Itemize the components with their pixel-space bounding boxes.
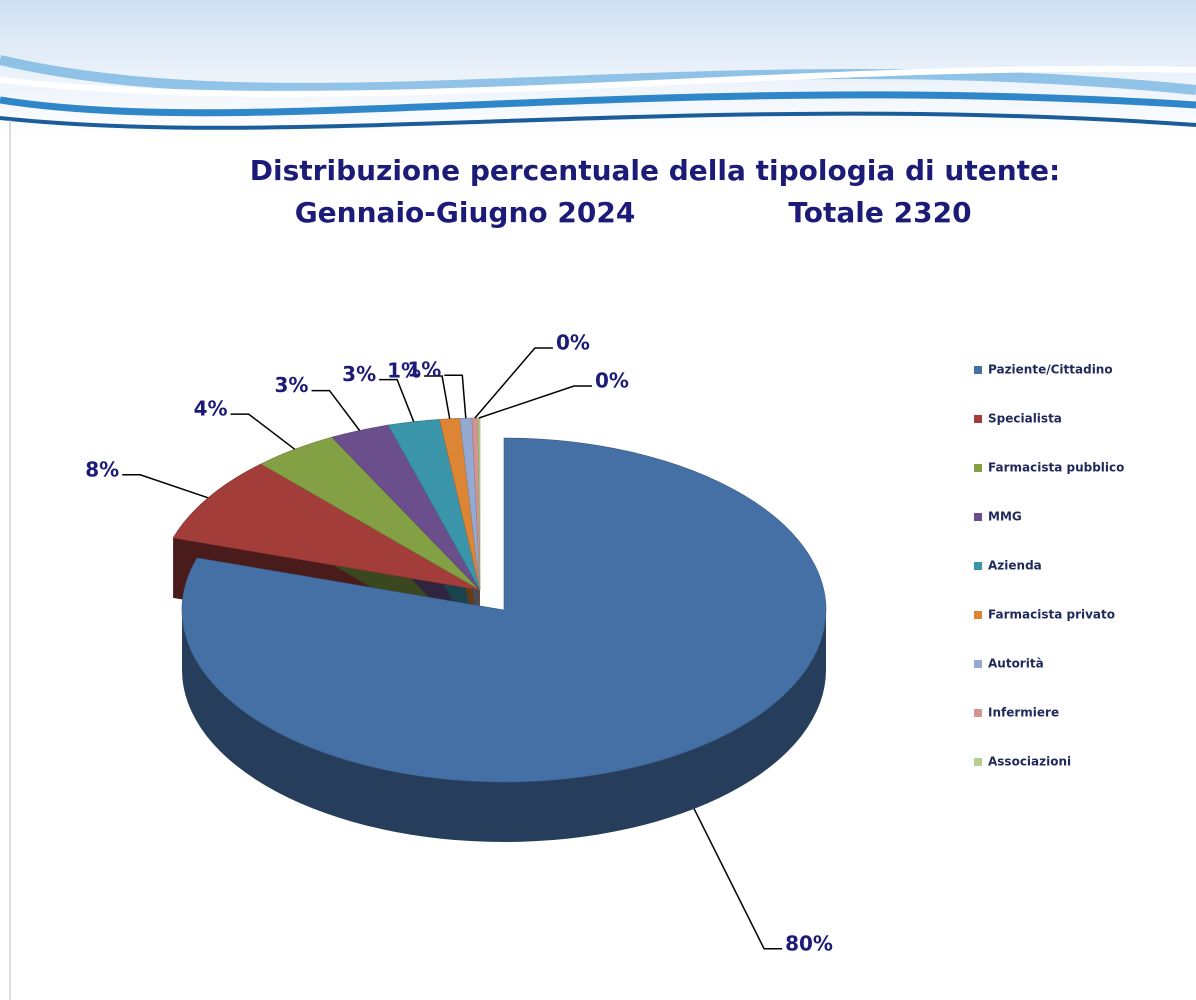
leader-line <box>230 413 296 450</box>
legend-swatch <box>974 660 982 668</box>
legend-swatch <box>974 611 982 619</box>
data-label: 80% <box>785 931 833 955</box>
leader-line <box>311 389 361 431</box>
legend-swatch <box>974 464 982 472</box>
chart-subtitle: Gennaio-Giugno 2024 <box>295 196 636 229</box>
legend-label: Associazioni <box>988 755 1071 769</box>
legend-swatch <box>974 562 982 570</box>
legend-label: Paziente/Cittadino <box>988 363 1113 377</box>
legend-swatch <box>974 366 982 374</box>
chart-total: Totale 2320 <box>788 196 971 229</box>
legend-swatch <box>974 513 982 521</box>
data-label: 0% <box>595 369 629 393</box>
leader-line <box>444 374 467 419</box>
data-label: 3% <box>275 373 309 397</box>
legend-label: Farmacista pubblico <box>988 461 1124 475</box>
data-label: 1% <box>407 358 441 382</box>
data-label: 3% <box>342 362 376 386</box>
slice <box>172 463 481 591</box>
leader-line <box>424 375 451 419</box>
leader-line <box>122 474 209 499</box>
legend-label: Farmacista privato <box>988 608 1115 622</box>
legend-label: MMG <box>988 510 1022 524</box>
data-label: 4% <box>194 397 228 421</box>
leader-line <box>478 385 592 419</box>
legend-swatch <box>974 758 982 766</box>
data-label: 0% <box>556 331 590 355</box>
data-label: 1% <box>387 358 421 382</box>
leader-line <box>474 347 553 419</box>
leader-line <box>693 808 783 950</box>
data-label: 8% <box>85 457 119 481</box>
legend-label: Azienda <box>988 559 1042 573</box>
legend-label: Infermiere <box>988 706 1059 720</box>
chart-title: Distribuzione percentuale della tipologi… <box>250 154 1060 187</box>
slice-side <box>182 610 826 842</box>
legend-label: Autorità <box>988 657 1044 671</box>
legend-swatch <box>974 709 982 717</box>
header-decoration <box>0 0 1196 140</box>
legend-label: Specialista <box>988 412 1062 426</box>
legend-swatch <box>974 415 982 423</box>
slice <box>181 437 827 783</box>
leader-line <box>379 378 415 422</box>
